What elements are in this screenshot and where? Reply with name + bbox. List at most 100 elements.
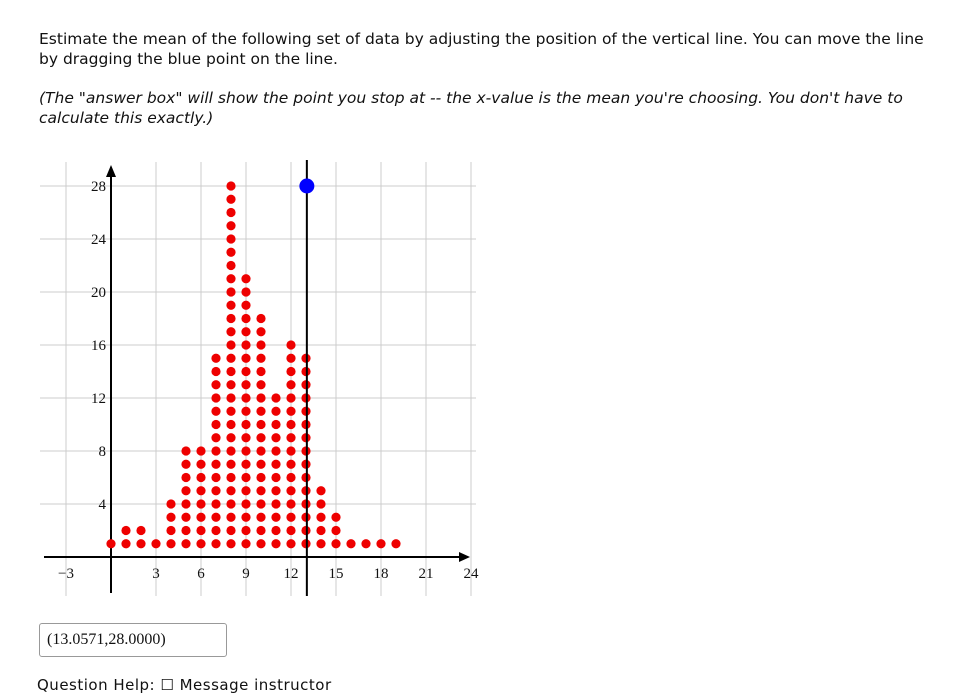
instructions-main: Estimate the mean of the following set o… (39, 30, 924, 68)
data-dot (181, 486, 191, 496)
data-dot (286, 433, 296, 443)
data-dot (211, 353, 221, 363)
mean-line-layer[interactable] (299, 160, 315, 596)
data-dot (196, 512, 206, 522)
data-dot (106, 539, 116, 549)
data-dot (256, 433, 266, 443)
data-dot (136, 539, 146, 549)
data-dot (256, 380, 266, 390)
data-dot (211, 446, 221, 456)
data-dot (181, 459, 191, 469)
data-dot (181, 472, 191, 483)
x-tick-label: 12 (284, 566, 299, 582)
y-tick-label: 16 (91, 338, 107, 354)
axes (44, 165, 470, 593)
data-dot (286, 499, 296, 509)
data-dot (181, 512, 191, 522)
data-dot (241, 300, 251, 310)
y-axis-arrow (106, 165, 116, 177)
data-dot (241, 274, 251, 284)
data-dot (241, 380, 251, 390)
data-dot (226, 234, 236, 244)
data-dot (241, 472, 251, 483)
data-dot (226, 433, 236, 443)
data-dot (241, 340, 251, 350)
data-dot (196, 472, 206, 483)
x-tick-label: 9 (242, 566, 250, 582)
data-dot (226, 340, 236, 350)
data-dot (226, 366, 236, 377)
y-tick-label: 24 (91, 232, 107, 248)
data-dot (271, 512, 281, 522)
data-dot (136, 525, 146, 536)
data-dot (256, 459, 266, 469)
x-tick-label: 3 (152, 566, 160, 582)
data-dot (211, 366, 221, 377)
data-dot (316, 499, 326, 509)
data-dot (226, 260, 236, 271)
data-dot (211, 433, 221, 443)
data-dot (226, 406, 236, 416)
data-dot (271, 433, 281, 443)
data-dot (211, 525, 221, 536)
x-tick-label: 24 (464, 566, 480, 582)
data-dot (226, 393, 236, 403)
dot-plot[interactable]: −3 3 6 9 12 15 18 21 24 4 8 12 16 20 24 28 (0, 0, 974, 620)
y-tick-label: 4 (99, 497, 107, 513)
data-dot (256, 539, 266, 549)
data-dot (226, 539, 236, 549)
data-dot (256, 499, 266, 509)
data-dot (271, 499, 281, 509)
data-dot (286, 472, 296, 483)
data-dot (226, 274, 236, 284)
x-tick-label: 15 (329, 566, 344, 582)
x-tick-label: −3 (58, 566, 74, 582)
data-dot (226, 499, 236, 509)
data-dot (256, 486, 266, 496)
data-dot (211, 472, 221, 483)
data-dot (256, 353, 266, 363)
data-dot (256, 525, 266, 536)
data-dot (376, 539, 386, 549)
data-dot (271, 525, 281, 536)
data-dot (211, 499, 221, 509)
data-dot (121, 525, 131, 536)
data-dot (241, 366, 251, 377)
data-dot (361, 539, 371, 549)
data-dot (196, 499, 206, 509)
data-dot (166, 499, 176, 509)
data-dot (391, 539, 401, 549)
footer-fragment[interactable]: Question Help: ☐ Message instructor (37, 676, 332, 694)
data-dot (166, 525, 176, 536)
data-dot (256, 512, 266, 522)
data-dot (241, 327, 251, 337)
data-dot (241, 525, 251, 536)
data-dot (241, 539, 251, 549)
data-dot (316, 539, 326, 549)
data-dot (286, 340, 296, 350)
data-dot (286, 525, 296, 536)
data-dot (271, 446, 281, 456)
x-axis-arrow (459, 552, 470, 562)
data-dot (271, 459, 281, 469)
data-dot (331, 525, 341, 536)
y-tick-label: 8 (99, 444, 107, 460)
data-dots (106, 181, 401, 549)
data-dot (226, 380, 236, 390)
data-dot (226, 313, 236, 324)
data-dot (241, 353, 251, 363)
data-dot (286, 406, 296, 416)
data-dot (226, 512, 236, 522)
mean-line-handle[interactable] (299, 178, 315, 194)
data-dot (271, 539, 281, 549)
data-dot (241, 313, 251, 324)
x-tick-label: 21 (419, 566, 434, 582)
answer-box: (13.0571,28.0000) (39, 623, 227, 657)
data-dot (211, 512, 221, 522)
data-dot (196, 446, 206, 456)
data-dot (316, 486, 326, 496)
data-dot (286, 486, 296, 496)
data-dot (316, 512, 326, 522)
data-dot (256, 406, 266, 416)
data-dot (226, 419, 236, 430)
